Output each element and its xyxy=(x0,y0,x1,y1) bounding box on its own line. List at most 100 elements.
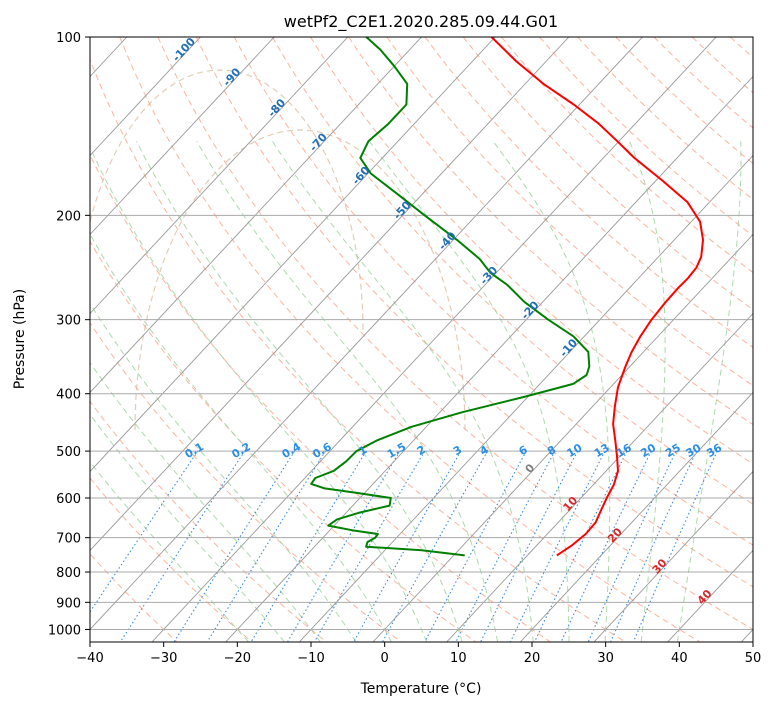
profile-series xyxy=(310,37,704,557)
dry-adiabat-line xyxy=(653,37,753,129)
dry-adiabat-line xyxy=(195,37,753,588)
mixing-ratio-label: 10 xyxy=(565,441,585,460)
warm-isotherm-label: 40 xyxy=(695,587,715,607)
adiabat-curve xyxy=(90,69,364,331)
isotherm-label: -30 xyxy=(477,264,500,288)
dry-adiabat-line xyxy=(233,37,753,546)
mixing-ratio-label: 1.5 xyxy=(385,440,408,461)
y-axis-label: Pressure (hPa) xyxy=(12,289,28,389)
mixing-ratio-label: 20 xyxy=(638,441,658,460)
dry-adiabat-line xyxy=(157,37,753,631)
y-tick-label: 700 xyxy=(56,532,81,547)
isotherm-line xyxy=(667,549,753,642)
dry-adiabat-line xyxy=(348,37,753,426)
mixing-ratio-line xyxy=(560,450,652,642)
isotherm-line xyxy=(90,37,643,631)
x-tick-label: 40 xyxy=(671,651,688,666)
moist-adiabats xyxy=(90,141,742,642)
moist-adiabat-line xyxy=(90,146,428,642)
adiabat-curve xyxy=(134,129,466,431)
mixing-ratio-label: 0.4 xyxy=(280,440,304,461)
mixing-ratio-line xyxy=(610,450,697,642)
x-tick-label: −40 xyxy=(76,651,103,666)
y-tick-label: 900 xyxy=(56,596,81,611)
moist-adiabat-line xyxy=(90,361,321,642)
mixing-ratio-line xyxy=(287,450,401,642)
moist-adiabat-line xyxy=(196,141,499,642)
dry-adiabat-line xyxy=(90,58,626,642)
y-tick-label: 600 xyxy=(56,492,81,507)
moist-adiabat-line xyxy=(136,141,463,642)
temperature-profile-line xyxy=(490,37,704,557)
dry-adiabat-line xyxy=(424,37,753,349)
x-tick-label: 50 xyxy=(745,651,762,666)
isotherm-line xyxy=(90,37,570,552)
warm-isotherm-label: 20 xyxy=(605,525,625,545)
moist-adiabat-line xyxy=(90,461,249,642)
mixing-ratio-lines xyxy=(90,450,718,642)
freezing-level-label: 0 xyxy=(523,461,538,476)
dewpoint-profile-line xyxy=(310,37,591,557)
dry-adiabat-line xyxy=(90,153,551,642)
x-tick-label: 20 xyxy=(524,651,541,666)
isotherm-line xyxy=(372,233,753,642)
isotherm-label: -20 xyxy=(519,298,542,322)
isotherm-label: -70 xyxy=(307,130,330,154)
y-axis: 100 200 300 400 500 600 700 800 900 1000 xyxy=(48,31,90,638)
y-tick-label: 100 xyxy=(56,31,81,46)
isotherm-label: -60 xyxy=(350,164,373,188)
dry-adiabat-line xyxy=(310,37,753,465)
moist-adiabat-line xyxy=(90,413,285,642)
isotherm-label: -100 xyxy=(170,35,198,64)
isotherm-line xyxy=(151,37,717,642)
isobars xyxy=(90,37,753,630)
isotherm-label: -50 xyxy=(391,198,414,222)
mixing-ratio-line xyxy=(250,450,367,642)
x-tick-label: 10 xyxy=(450,651,467,666)
plot-frame xyxy=(89,36,754,643)
y-tick-label: 300 xyxy=(56,314,81,329)
dry-adiabat-line xyxy=(90,321,402,642)
isotherm-line xyxy=(593,470,753,642)
mixing-ratio-line xyxy=(632,450,718,642)
mixing-ratio-line xyxy=(587,450,677,642)
dry-adiabat-line xyxy=(119,37,701,642)
y-tick-label: 400 xyxy=(56,388,81,403)
x-axis: −40 −30 −20 −10 0 10 20 30 40 50 xyxy=(76,642,761,666)
y-tick-label: 800 xyxy=(56,566,81,581)
mixing-ratio-label: 30 xyxy=(684,441,704,460)
isotherm-line xyxy=(225,75,753,642)
dry-adiabat-line xyxy=(615,37,753,165)
isotherm-line xyxy=(519,391,753,642)
mixing-ratio-label: 36 xyxy=(704,441,724,460)
mixing-ratio-line xyxy=(382,450,488,642)
isotherm-line xyxy=(90,37,275,236)
dry-adiabat-line xyxy=(90,477,253,642)
x-tick-label: −30 xyxy=(150,651,177,666)
isotherm-line xyxy=(90,37,349,315)
mixing-ratio-label: 0.6 xyxy=(310,440,334,461)
isotherm-label: -90 xyxy=(220,65,243,89)
dry-adiabat-line xyxy=(577,37,753,201)
y-tick-label: 200 xyxy=(56,209,81,224)
mixing-ratio-label: 0.1 xyxy=(183,440,206,461)
y-tick-label: 500 xyxy=(56,445,81,460)
moist-adiabat-line xyxy=(676,141,742,642)
mixing-ratio-line xyxy=(353,450,462,642)
isotherms xyxy=(90,37,753,642)
isotherm-label: -80 xyxy=(265,96,288,120)
dry-adiabat-line xyxy=(90,240,477,642)
isotherm-line xyxy=(90,37,496,473)
mixing-ratio-line xyxy=(206,450,326,642)
dry-adiabats xyxy=(90,37,753,642)
warm-isotherm-label: 10 xyxy=(561,494,581,514)
mixing-ratio-label: 25 xyxy=(663,441,683,460)
y-tick-label: 1000 xyxy=(48,623,81,638)
mixing-ratio-line xyxy=(455,450,556,642)
dry-adiabat-line xyxy=(462,37,753,311)
dry-adiabat-line xyxy=(539,37,753,237)
x-tick-label: 0 xyxy=(381,651,389,666)
mixing-ratio-label: 6 xyxy=(517,443,530,458)
isotherm-line xyxy=(90,37,201,157)
